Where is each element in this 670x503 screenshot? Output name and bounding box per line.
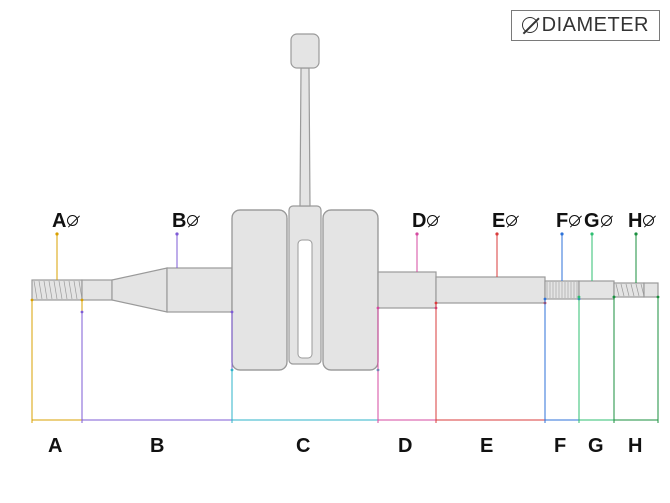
length-label-F: F bbox=[554, 435, 566, 458]
diameter-icon bbox=[427, 215, 438, 226]
length-label-D: D bbox=[398, 435, 412, 458]
length-label-B: B bbox=[150, 435, 164, 458]
diameter-label-F: F bbox=[556, 210, 580, 233]
length-label-C: C bbox=[296, 435, 310, 458]
diameter-label-H: H bbox=[628, 210, 654, 233]
diameter-icon bbox=[601, 215, 612, 226]
length-label-A: A bbox=[48, 435, 62, 458]
crankshaft-diagram bbox=[0, 0, 670, 503]
diameter-icon bbox=[643, 215, 654, 226]
diameter-label-A: A bbox=[52, 210, 78, 233]
diameter-icon bbox=[187, 215, 198, 226]
diameter-label-B: B bbox=[172, 210, 198, 233]
diameter-icon bbox=[67, 215, 78, 226]
diameter-label-E: E bbox=[492, 210, 517, 233]
diameter-icon bbox=[506, 215, 517, 226]
length-label-G: G bbox=[588, 435, 604, 458]
diameter-icon bbox=[569, 215, 580, 226]
diameter-label-G: G bbox=[584, 210, 612, 233]
length-label-H: H bbox=[628, 435, 642, 458]
length-label-E: E bbox=[480, 435, 493, 458]
diameter-label-D: D bbox=[412, 210, 438, 233]
